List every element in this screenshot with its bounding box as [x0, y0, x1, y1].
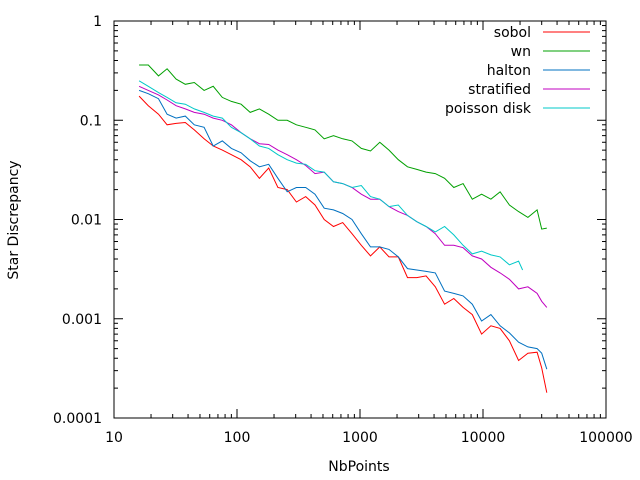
- x-tick-label: 100000: [579, 430, 632, 446]
- legend-label: halton: [487, 63, 531, 79]
- series-line-halton: [138, 89, 548, 370]
- legend-label: sobol: [494, 25, 531, 41]
- legend: sobol wn halton stratified poisson disk: [445, 25, 590, 117]
- y-tick-label: 0.01: [71, 213, 102, 229]
- y-tick-label: 0.0001: [53, 411, 102, 427]
- y-tick-label: 1: [93, 14, 102, 30]
- x-axis-title: NbPoints: [328, 459, 389, 475]
- series-line-sobol: [138, 95, 548, 393]
- y-tick-label: 0.1: [80, 113, 102, 129]
- x-tick-label: 10: [105, 430, 123, 446]
- plot-frame: [113, 20, 607, 419]
- y-tick-label: 0.001: [62, 312, 102, 328]
- legend-label: stratified: [468, 82, 531, 98]
- series-line-wn: [139, 64, 547, 230]
- axes: 10 100 1000 10000 100000 0.0001 0.001 0.01 0.1 1: [53, 14, 633, 446]
- x-tick-label: 100: [224, 430, 251, 446]
- y-axis-title: Star Discrepancy: [6, 160, 22, 279]
- legend-label: poisson disk: [445, 101, 532, 117]
- x-tick-label: 1000: [342, 430, 378, 446]
- series-line-poisson-disk: [138, 80, 524, 271]
- series-lines: [138, 64, 548, 393]
- legend-label: wn: [511, 44, 531, 60]
- x-tick-label: 10000: [461, 430, 506, 446]
